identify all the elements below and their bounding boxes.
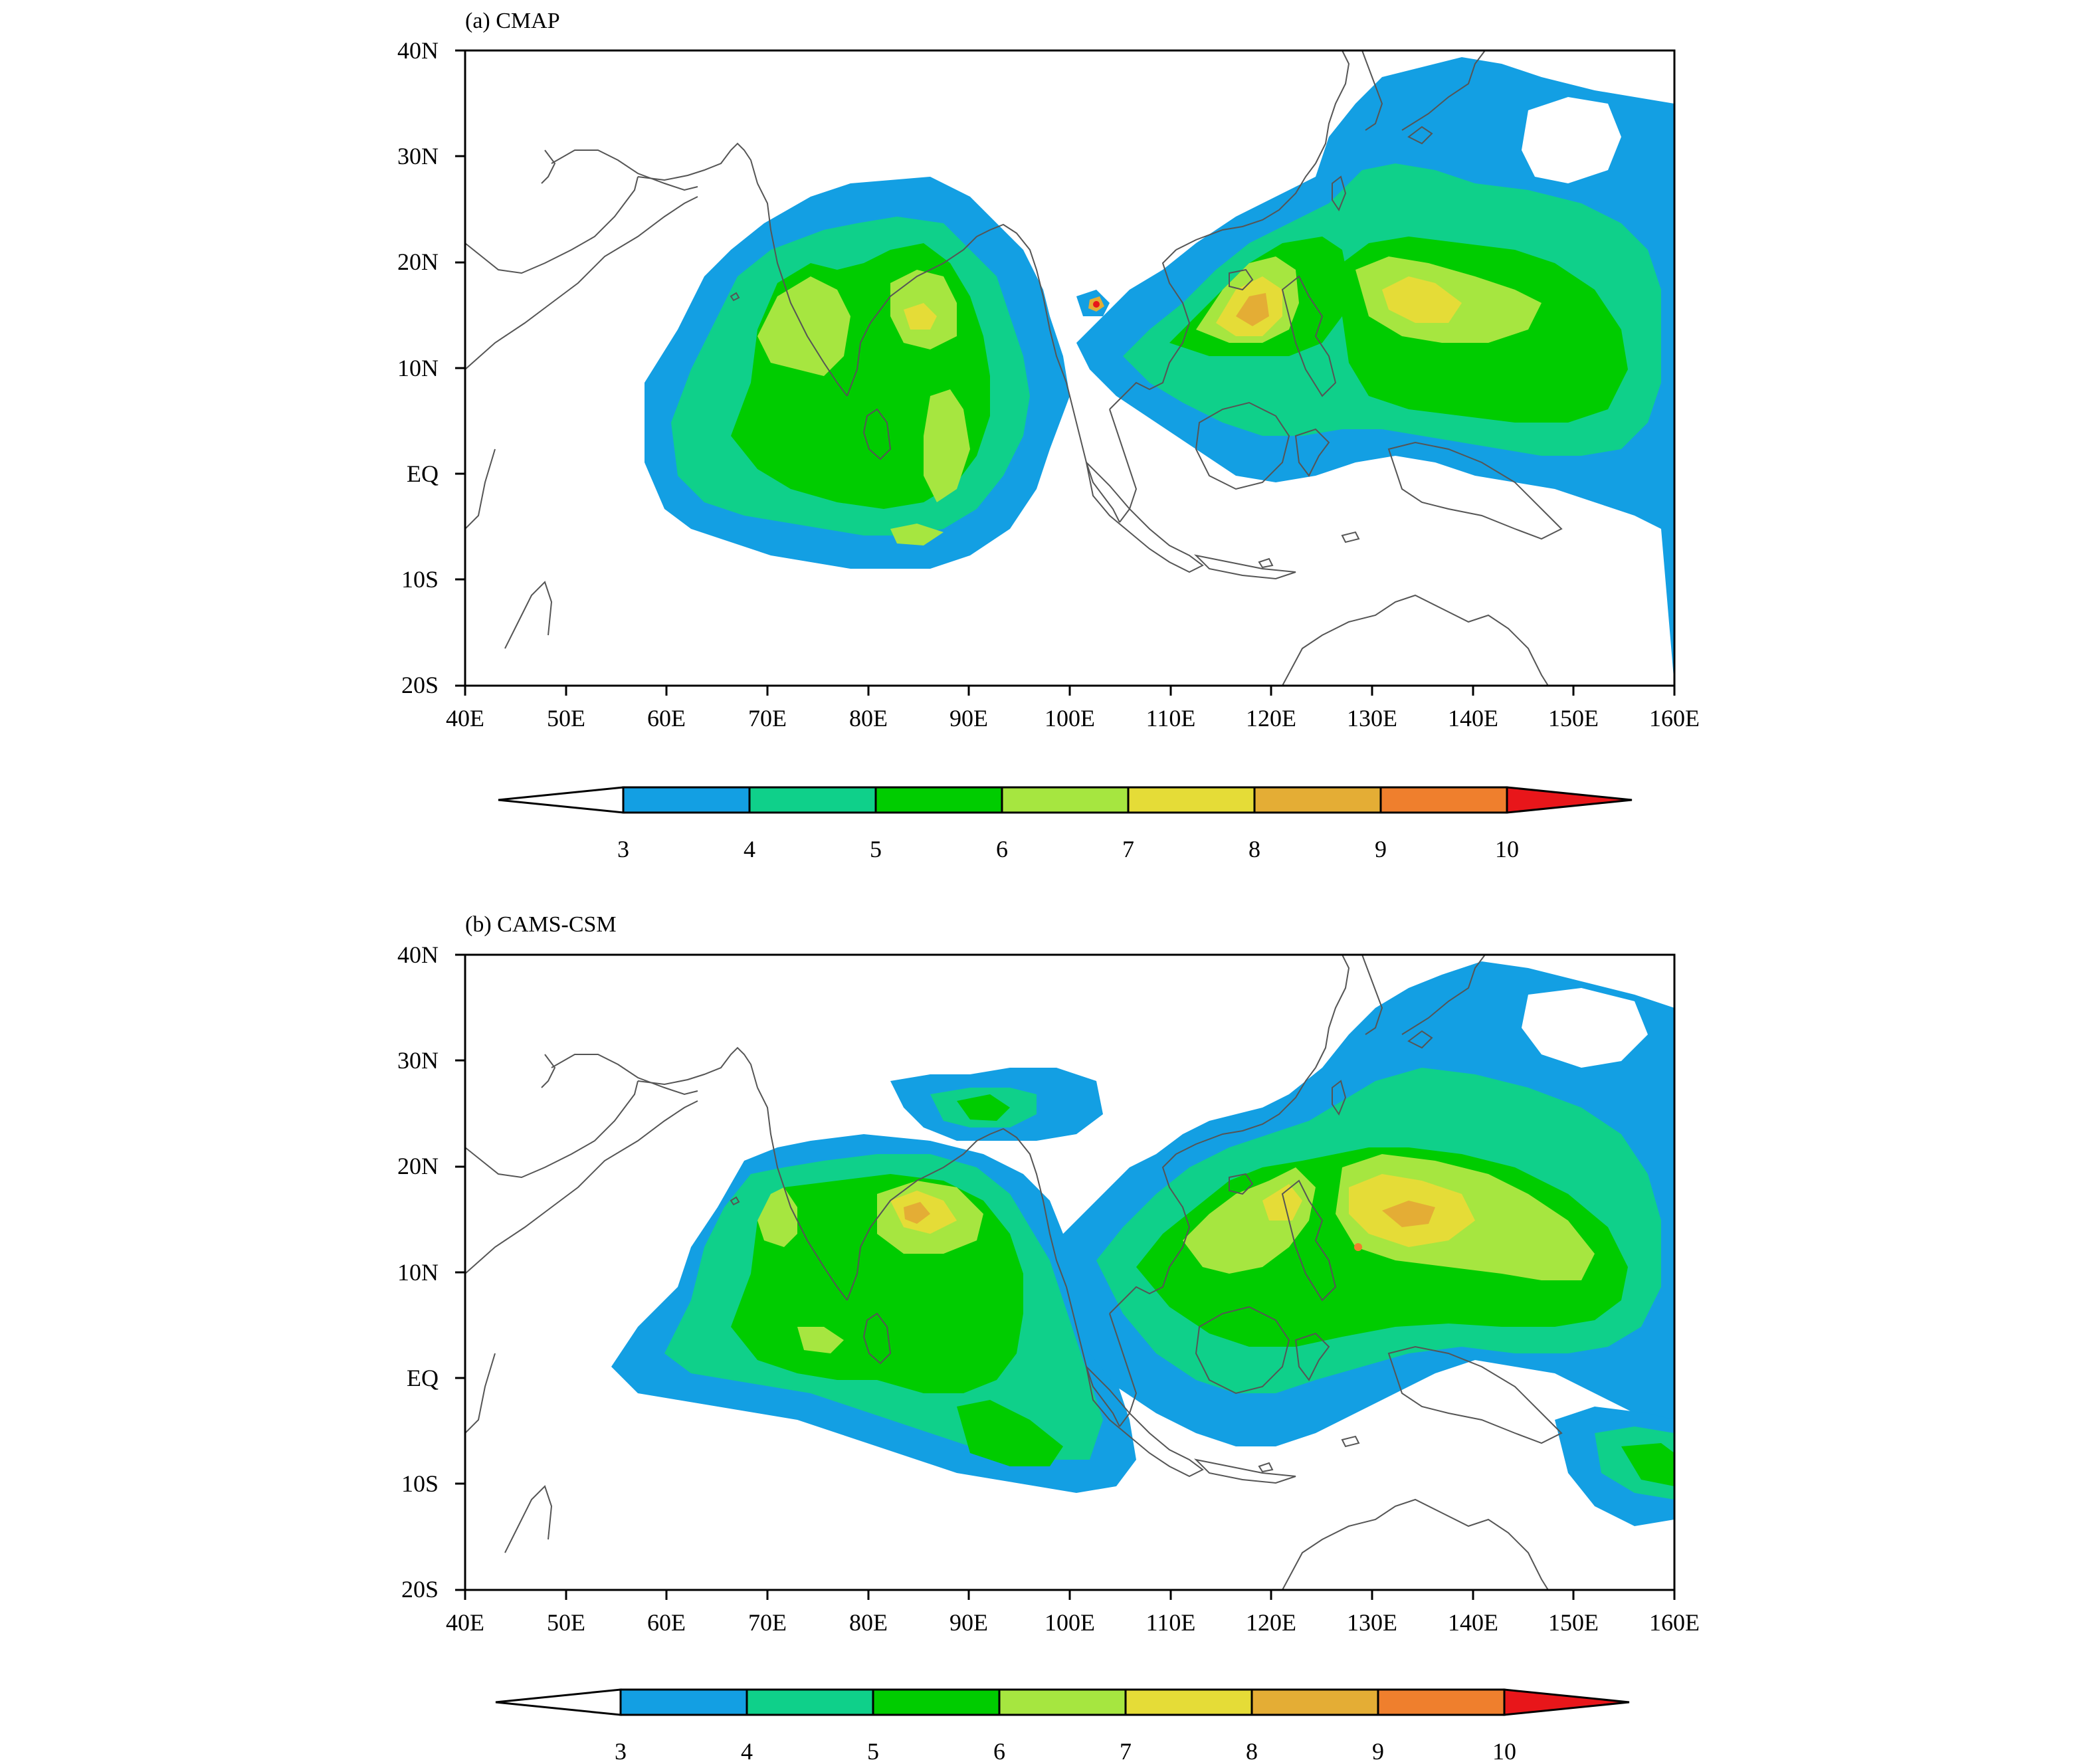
lon-label: 70E <box>748 1609 787 1636</box>
lat-label: 40N <box>397 941 439 968</box>
colorbar-tick: 5 <box>867 1738 879 1764</box>
colorbar-swatch <box>748 786 877 814</box>
colorbar-swatch <box>746 1688 874 1716</box>
colorbar-tick: 5 <box>870 836 882 862</box>
lon-label: 60E <box>647 705 686 732</box>
colorbar-swatch <box>1379 786 1508 814</box>
lat-label: 20N <box>397 1153 439 1179</box>
colorbar-tick: 9 <box>1372 1738 1384 1764</box>
lat-label: EQ <box>407 1365 439 1391</box>
colorbar-swatch <box>1253 786 1382 814</box>
panel-title-b: (b) CAMS-CSM <box>465 912 617 937</box>
lat-label: 10N <box>397 1259 439 1286</box>
lat-label: 10N <box>397 355 439 381</box>
lon-axis-a: 40E 50E 60E 70E 80E 90E 100E 110E 120E 1… <box>446 686 1700 732</box>
colorbar-swatch <box>619 1688 748 1716</box>
panel-title-a: (a) CMAP <box>465 9 560 33</box>
lat-label: 20S <box>401 672 439 698</box>
lon-axis-b: 40E 50E 60E 70E 80E 90E 100E 110E 120E 1… <box>446 1590 1700 1636</box>
lon-label: 70E <box>748 705 787 732</box>
colorbar-tick: 3 <box>615 1738 627 1764</box>
colorbar-b: 3 4 5 6 7 8 9 10 <box>495 1688 1630 1764</box>
lon-label: 80E <box>849 705 888 732</box>
colorbar-swatch <box>1127 786 1256 814</box>
colorbar-swatch <box>1250 1688 1379 1716</box>
colorbar-swatch <box>1124 1688 1253 1716</box>
lon-label: 40E <box>446 1609 484 1636</box>
lon-label: 60E <box>647 1609 686 1636</box>
lon-label: 130E <box>1347 705 1397 732</box>
lat-label: 30N <box>397 1047 439 1074</box>
colorbar-a: 3 4 5 6 7 8 9 10 <box>498 786 1633 862</box>
lat-label: 20N <box>397 248 439 275</box>
lon-label: 50E <box>547 705 585 732</box>
colorbar-tick: 6 <box>996 836 1008 862</box>
colorbar-tick: 8 <box>1248 836 1260 862</box>
lat-label: 40N <box>397 37 439 64</box>
lat-label: EQ <box>407 460 439 487</box>
colorbar-swatch <box>622 786 751 814</box>
lon-label: 110E <box>1146 1609 1196 1636</box>
lon-label: 150E <box>1548 705 1599 732</box>
lon-label: 40E <box>446 705 484 732</box>
lon-label: 100E <box>1045 705 1095 732</box>
colorbar-tick: 8 <box>1246 1738 1258 1764</box>
lat-label: 30N <box>397 143 439 169</box>
colorbar-arrow-low <box>498 786 625 814</box>
lat-axis-a: 40N 30N 20N 10N EQ 10S 20S <box>397 37 465 698</box>
map-area-a <box>465 50 1674 686</box>
colorbar-tick: 3 <box>617 836 629 862</box>
lon-label: 100E <box>1045 1609 1095 1636</box>
colorbar-swatch <box>998 1688 1127 1716</box>
colorbar-tick: 10 <box>1495 836 1519 862</box>
lon-label: 140E <box>1448 1609 1498 1636</box>
lon-label: 50E <box>547 1609 585 1636</box>
lon-label: 90E <box>949 705 988 732</box>
colorbar-arrow-high <box>1503 1688 1630 1716</box>
lat-label: 20S <box>401 1576 439 1603</box>
colorbar-swatch <box>874 786 1003 814</box>
lon-label: 120E <box>1246 705 1296 732</box>
lon-label: 150E <box>1548 1609 1599 1636</box>
colorbar-tick: 4 <box>744 836 755 862</box>
colorbar-tick: 7 <box>1120 1738 1132 1764</box>
colorbar-swatch <box>1377 1688 1506 1716</box>
lon-label: 140E <box>1448 705 1498 732</box>
lon-label: 90E <box>949 1609 988 1636</box>
colorbar-tick: 4 <box>741 1738 753 1764</box>
lon-label: 120E <box>1246 1609 1296 1636</box>
lon-label: 160E <box>1649 705 1700 732</box>
colorbar-tick: 9 <box>1375 836 1387 862</box>
colorbar-tick: 7 <box>1122 836 1134 862</box>
lon-label: 130E <box>1347 1609 1397 1636</box>
colorbar-arrow-low <box>495 1688 622 1716</box>
colorbar-arrow-high <box>1506 786 1633 814</box>
colorbar-swatch <box>872 1688 1001 1716</box>
lat-label: 10S <box>401 566 439 593</box>
colorbar-tick: 6 <box>993 1738 1005 1764</box>
colorbar-tick: 10 <box>1492 1738 1516 1764</box>
lat-label: 10S <box>401 1470 439 1497</box>
lon-label: 160E <box>1649 1609 1700 1636</box>
lat-axis-b: 40N 30N 20N 10N EQ 10S 20S <box>397 941 465 1603</box>
colorbar-swatch <box>1001 786 1130 814</box>
lon-label: 110E <box>1146 705 1196 732</box>
lon-label: 80E <box>849 1609 888 1636</box>
map-area-b <box>465 955 1674 1590</box>
